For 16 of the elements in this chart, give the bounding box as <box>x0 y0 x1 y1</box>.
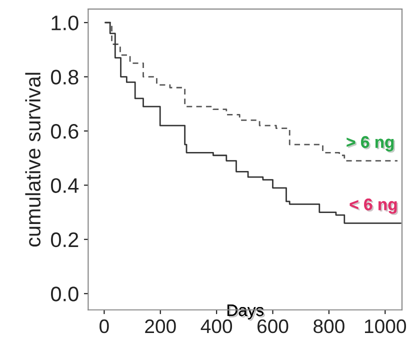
y-tick-label: 0.6 <box>51 124 78 139</box>
y-tick-label: 0.4 <box>51 178 79 193</box>
series-label: < 6 ng <box>350 198 398 216</box>
y-tick-label: 0.0 <box>51 286 78 302</box>
x-tick-label: 0 <box>100 319 109 334</box>
x-tick-label: 200 <box>145 319 176 334</box>
y-tick-label: 0.8 <box>51 70 78 85</box>
y-tick-label: 1.0 <box>52 16 78 30</box>
x-tick-label: 600 <box>258 319 288 334</box>
series-label: > 6 ng <box>346 136 395 153</box>
x-axis-title: Days <box>227 304 265 321</box>
x-tick-label: 1000 <box>364 319 406 334</box>
x-tick-label: 400 <box>200 319 232 334</box>
x-tick-label: 800 <box>314 319 344 334</box>
y-tick-label: 0.2 <box>51 232 78 248</box>
y-axis-title: cumulative survival <box>25 72 41 247</box>
